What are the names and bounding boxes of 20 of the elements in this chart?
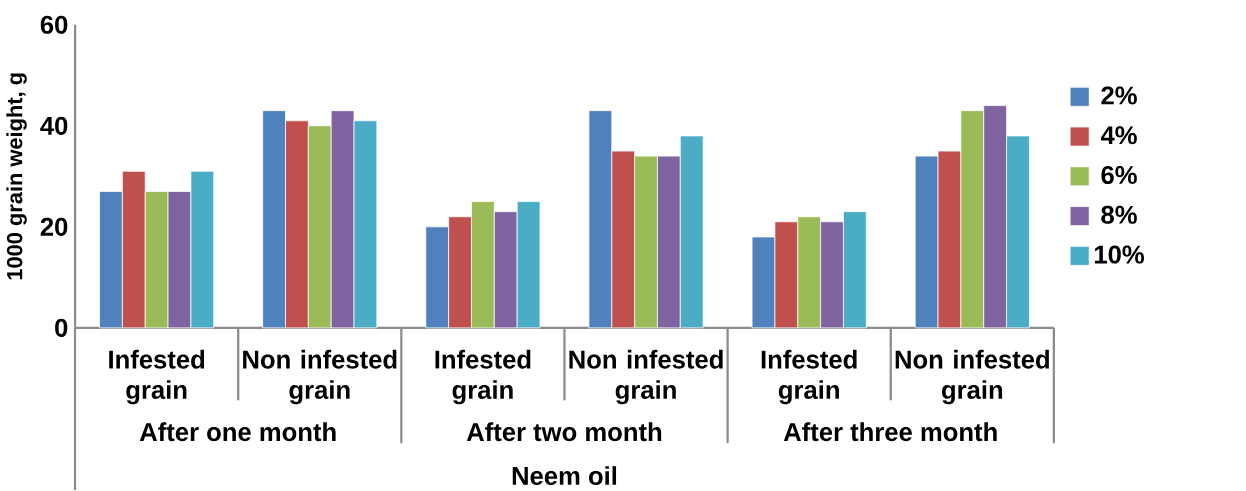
legend-label: 2% [1101, 86, 1137, 105]
x-tick-label: Non infested grain [569, 349, 723, 405]
legend-label: 6% [1101, 165, 1137, 184]
legend-label: 8% [1101, 205, 1137, 224]
x-tick-label: Non infested grain [243, 349, 397, 405]
text: After one month [139, 422, 336, 441]
x-axis-title: Neem oil [512, 466, 617, 485]
y-tick-label: 0 [55, 318, 68, 337]
y-tick-label: 20 [40, 217, 68, 236]
x-tick-label: Infested grain [109, 349, 205, 405]
x-tick-label: Infested grain [761, 349, 857, 405]
legend-label: 10% [1094, 245, 1144, 264]
text: After two month [466, 422, 662, 441]
legend-label: 4% [1100, 126, 1137, 145]
x-tick-label: Non infested grain [895, 349, 1049, 405]
y-tick-label: 60 [40, 15, 68, 34]
y-axis-title: 1000 grain weight, g [6, 73, 27, 280]
y-tick-label: 40 [40, 116, 68, 135]
text: After three month [783, 422, 997, 441]
x-tick-label: Infested grain [435, 349, 531, 405]
